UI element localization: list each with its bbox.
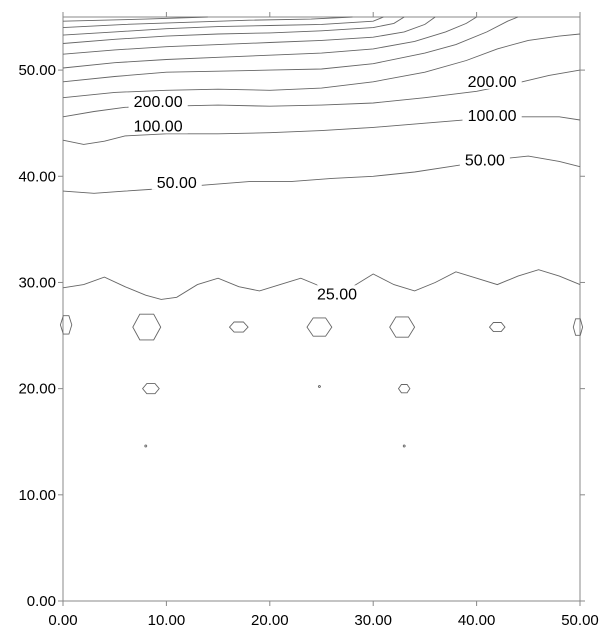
contour-label: 100.00: [468, 108, 517, 125]
closed-contour: [317, 385, 322, 388]
contour-label: 200.00: [468, 74, 517, 91]
y-tick-label: 40.00: [18, 168, 56, 185]
contour-label-25: 25.00: [317, 286, 357, 303]
contour-line: [62, 33, 581, 99]
y-tick-label: 20.00: [18, 381, 56, 398]
closed-contour: [142, 383, 160, 395]
y-tick-label: 50.00: [18, 62, 56, 79]
closed-contour: [402, 444, 406, 448]
closed-contour: [144, 444, 148, 448]
y-tick-label: 0.00: [27, 593, 56, 610]
contour-label-bg: [459, 151, 510, 168]
contour-label-100: 100.00: [134, 118, 183, 135]
contour-line-50: [62, 155, 581, 194]
contour-label-200: 200.00: [134, 94, 183, 111]
closed-contour: [59, 315, 73, 335]
x-tick-label: 50.00: [561, 612, 599, 629]
closed-contour: [572, 318, 584, 336]
closed-contour: [397, 384, 411, 394]
closed-contour: [389, 316, 416, 338]
x-tick-label: 40.00: [458, 612, 496, 629]
contour-line: [62, 16, 384, 36]
x-tick-label: 10.00: [148, 612, 186, 629]
y-tick-label: 10.00: [18, 487, 56, 504]
contour-label-bg: [128, 117, 188, 134]
closed-contour: [306, 317, 333, 337]
contour-line: [62, 16, 477, 69]
closed-contour: [488, 322, 506, 333]
plot-frame: [62, 16, 581, 602]
x-tick-label: 0.00: [48, 612, 77, 629]
contour-line-25: [62, 269, 581, 300]
contour-label-bg: [462, 72, 522, 89]
contour-label-bg: [312, 285, 363, 302]
x-tick-label: 20.00: [251, 612, 289, 629]
contour-label-bg: [151, 173, 202, 190]
closed-contour: [132, 313, 162, 341]
contour-label-50: 50.00: [157, 175, 197, 192]
contour-line: [62, 16, 436, 55]
contour-label-bg: [128, 93, 188, 110]
contour-label: 50.00: [465, 152, 505, 169]
contour-label-bg: [462, 106, 522, 123]
contour-line: [62, 16, 353, 29]
contour-line: [62, 16, 208, 22]
y-tick-label: 30.00: [18, 274, 56, 291]
contour-line: [62, 16, 405, 44]
contour-line: [62, 16, 519, 83]
closed-contour: [228, 321, 249, 333]
x-tick-label: 30.00: [354, 612, 392, 629]
